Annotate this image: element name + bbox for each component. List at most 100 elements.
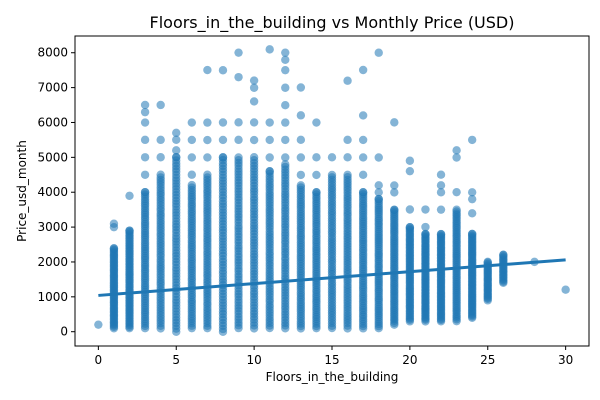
data-point [281, 101, 290, 110]
data-point [374, 153, 383, 162]
data-point [499, 250, 508, 260]
data-point [281, 65, 290, 75]
data-point [343, 76, 352, 85]
data-point [265, 135, 274, 145]
y-tick-label: 2000 [37, 255, 68, 269]
data-point [218, 118, 228, 127]
x-tick-label: 10 [246, 353, 261, 367]
data-point [421, 222, 430, 232]
data-point [296, 170, 306, 180]
y-tick-label: 1000 [37, 290, 68, 304]
data-point [140, 107, 150, 117]
data-point [172, 135, 181, 144]
data-point [358, 135, 368, 145]
data-point [405, 223, 415, 232]
data-point [421, 205, 430, 214]
y-axis-label: Price_usd_month [15, 140, 29, 242]
data-point [187, 118, 197, 127]
data-point [312, 153, 321, 162]
data-point [234, 135, 243, 145]
data-point [125, 191, 134, 200]
data-point [265, 45, 274, 54]
data-point [561, 285, 570, 294]
data-point [405, 205, 415, 214]
y-tick-label: 0 [60, 325, 68, 339]
data-point [203, 153, 212, 162]
data-point [343, 153, 352, 162]
data-point [358, 65, 368, 75]
data-point [390, 188, 399, 197]
data-point [467, 209, 477, 218]
data-point [249, 135, 259, 145]
data-point [94, 320, 103, 329]
data-point [249, 97, 259, 106]
data-point [172, 146, 181, 155]
data-point [218, 66, 228, 75]
data-point [281, 48, 290, 57]
data-point [467, 229, 477, 239]
x-tick-label: 20 [402, 353, 417, 367]
y-tick-label: 6000 [37, 115, 68, 129]
data-point [467, 135, 477, 145]
data-point [296, 111, 306, 120]
data-point [374, 188, 383, 197]
data-point [234, 48, 243, 57]
x-tick-label: 0 [95, 353, 103, 367]
data-point [452, 205, 461, 214]
data-point [140, 118, 150, 127]
x-tick-label: 30 [558, 353, 573, 367]
data-point [156, 135, 165, 145]
scatter-points [94, 45, 570, 337]
data-point [187, 170, 197, 179]
x-tick-label: 25 [480, 353, 495, 367]
data-point [172, 128, 181, 138]
data-point [343, 170, 352, 179]
data-point [296, 181, 306, 190]
data-point [452, 153, 461, 162]
data-point [421, 229, 430, 239]
data-point [187, 180, 197, 190]
x-tick-label: 5 [172, 353, 180, 367]
data-point [467, 194, 477, 204]
chart-title: Floors_in_the_building vs Monthly Price … [150, 13, 515, 33]
data-point [483, 257, 492, 266]
data-point [327, 153, 337, 162]
data-point [265, 118, 274, 127]
data-point [405, 156, 415, 165]
data-point [358, 188, 368, 197]
data-point [374, 181, 383, 190]
data-point [109, 243, 119, 253]
data-point [203, 135, 212, 145]
data-point [436, 205, 446, 214]
data-point [296, 153, 306, 162]
data-point [218, 153, 228, 162]
data-point [281, 118, 290, 127]
data-point [140, 135, 150, 145]
data-point [156, 170, 165, 179]
data-point [281, 153, 290, 162]
y-tick-label: 8000 [37, 46, 68, 60]
data-point [452, 187, 461, 197]
data-point [281, 55, 290, 65]
data-point [436, 230, 446, 239]
data-point [249, 153, 259, 162]
data-point [452, 146, 461, 155]
y-tick-label: 4000 [37, 185, 68, 199]
data-point [374, 48, 383, 57]
data-point [358, 170, 368, 180]
data-point [172, 153, 181, 162]
data-point [187, 153, 197, 162]
data-point [390, 181, 399, 190]
x-axis-ticks: 0 5 10 15 20 25 30 [95, 346, 573, 367]
data-point [390, 205, 399, 215]
data-point [436, 181, 446, 190]
data-point [390, 118, 399, 127]
data-point [234, 153, 243, 162]
data-point [187, 135, 197, 145]
x-axis-label: Floors_in_the_building [266, 370, 399, 384]
data-point [156, 153, 165, 162]
data-point [140, 170, 150, 179]
data-point [249, 118, 259, 127]
data-point [234, 118, 243, 127]
